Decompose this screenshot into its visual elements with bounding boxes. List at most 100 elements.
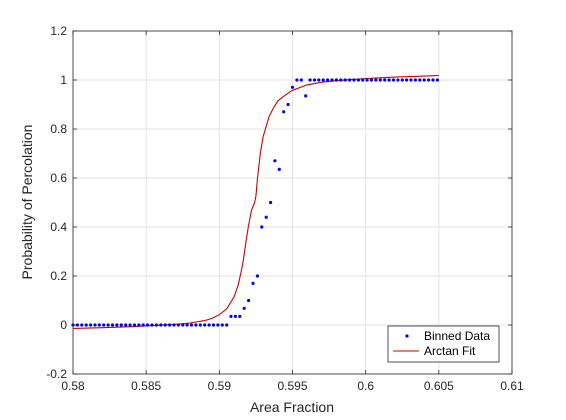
y-tick-label: 0.2: [50, 269, 67, 283]
data-point-binned: [435, 78, 439, 82]
data-point-binned: [348, 78, 352, 82]
data-point-binned: [242, 306, 246, 310]
y-axis-ticks: -0.2 0 0.2 0.4 0.6 0.8 1 1.2: [46, 24, 512, 381]
legend-marker-binned-data: [405, 334, 409, 338]
data-point-binned: [260, 225, 264, 229]
data-point-binned: [97, 323, 101, 327]
legend-label-binned-data: Binned Data: [424, 329, 490, 343]
data-point-binned: [203, 323, 207, 327]
x-axis-label: Area Fraction: [250, 399, 334, 415]
data-point-binned: [84, 323, 88, 327]
data-point-binned: [137, 323, 141, 327]
x-tick-label: 0.61: [500, 379, 524, 393]
data-point-binned: [299, 78, 303, 82]
data-point-binned: [154, 323, 158, 327]
data-point-binned: [150, 323, 154, 327]
data-point-binned: [369, 78, 374, 82]
data-point-binned: [352, 78, 356, 82]
y-tick-label: 0.8: [50, 122, 67, 136]
x-axis-ticks: 0.58 0.585 0.59 0.595 0.6 0.605 0.61: [61, 31, 524, 393]
data-point-binned: [194, 323, 198, 327]
legend-box: [387, 325, 500, 363]
data-point-binned: [304, 94, 308, 98]
data-point-binned: [189, 323, 194, 327]
fit-layer: [72, 75, 439, 329]
data-point-binned: [233, 314, 237, 318]
data-point-binned: [286, 102, 290, 107]
y-tick-label: 1: [60, 73, 67, 87]
legend-label-arctan-fit: Arctan Fit: [424, 344, 476, 358]
data-point-binned: [168, 323, 172, 327]
data-point-binned: [119, 323, 123, 327]
series-line-arctan-fit: [72, 75, 439, 329]
data-point-binned: [211, 323, 216, 327]
y-tick-label: 0: [60, 318, 67, 332]
data-point-binned: [431, 78, 435, 82]
data-point-binned: [185, 323, 189, 327]
data-point-binned: [247, 298, 251, 303]
data-point-binned: [220, 323, 224, 327]
data-point-binned: [413, 78, 417, 82]
data-point-binned: [339, 78, 343, 82]
data-point-binned: [264, 215, 268, 219]
data-point-binned: [163, 323, 167, 327]
points-layer: [71, 78, 439, 327]
data-point-binned: [365, 78, 369, 82]
x-tick-label: 0.595: [277, 379, 307, 393]
data-point-binned: [106, 323, 110, 327]
data-point-binned: [290, 85, 295, 89]
x-tick-label: 0.585: [131, 379, 161, 393]
data-point-binned: [102, 323, 106, 327]
data-point-binned: [326, 78, 330, 82]
data-point-binned: [330, 78, 334, 82]
data-point-binned: [374, 78, 378, 82]
data-point-binned: [225, 323, 229, 327]
data-point-binned: [334, 78, 338, 82]
data-point-binned: [317, 78, 321, 82]
data-point-binned: [159, 323, 163, 327]
data-point-binned: [378, 78, 382, 82]
data-point-binned: [409, 78, 413, 82]
data-point-binned: [383, 78, 387, 82]
data-point-binned: [198, 323, 202, 327]
x-tick-label: 0.59: [208, 379, 232, 393]
data-point-binned: [308, 78, 312, 82]
data-point-binned: [273, 159, 277, 163]
data-point-binned: [277, 167, 281, 171]
data-point-binned: [176, 323, 180, 327]
data-point-binned: [312, 78, 317, 82]
data-point-binned: [132, 323, 137, 327]
data-point-binned: [391, 78, 396, 82]
y-axis-label: Probability of Percolation: [19, 125, 35, 280]
data-point-binned: [321, 78, 325, 82]
data-point-binned: [216, 323, 220, 327]
data-point-binned: [361, 78, 365, 82]
data-point-binned: [400, 78, 404, 82]
y-tick-label: -0.2: [46, 367, 67, 381]
data-point-binned: [418, 78, 422, 82]
data-point-binned: [207, 323, 211, 327]
data-point-binned: [89, 323, 93, 327]
data-point-binned: [251, 281, 255, 285]
data-point-binned: [255, 274, 259, 278]
data-point-binned: [269, 200, 273, 205]
data-point-binned: [75, 323, 79, 327]
data-point-binned: [128, 323, 132, 327]
data-point-binned: [343, 78, 347, 82]
data-point-binned: [110, 323, 115, 327]
data-point-binned: [387, 78, 391, 82]
data-point-binned: [141, 323, 145, 327]
y-tick-label: 1.2: [50, 24, 67, 38]
data-point-binned: [124, 323, 128, 327]
data-point-binned: [181, 323, 185, 327]
data-point-binned: [295, 78, 299, 82]
data-point-binned: [146, 323, 150, 327]
data-point-binned: [427, 78, 431, 82]
y-tick-label: 0.4: [50, 220, 67, 234]
x-tick-label: 0.6: [357, 379, 374, 393]
data-point-binned: [93, 323, 97, 327]
data-point-binned: [405, 78, 409, 82]
data-point-binned: [422, 78, 426, 82]
data-point-binned: [229, 314, 233, 318]
